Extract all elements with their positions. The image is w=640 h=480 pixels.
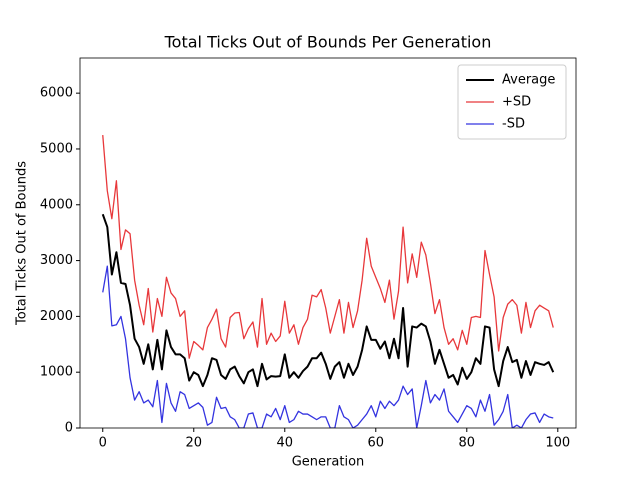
y-tick-label: 3000	[40, 253, 73, 268]
x-tick-label: 60	[368, 436, 385, 451]
y-tick-label: 6000	[40, 86, 73, 101]
x-tick-label: 0	[99, 436, 107, 451]
x-tick-label: 20	[185, 436, 202, 451]
x-axis-label: Generation	[292, 455, 365, 470]
y-tick-label: 2000	[40, 309, 73, 324]
legend-box	[457, 64, 567, 140]
y-tick-label: 4000	[40, 197, 73, 212]
axes-frame	[79, 57, 577, 429]
x-tick-label: 80	[459, 436, 476, 451]
legend-label: Average	[502, 73, 555, 88]
y-tick-label: 5000	[40, 141, 73, 156]
y-axis-label: Total Ticks Out of Bounds	[15, 161, 30, 326]
y-tick-label: 1000	[40, 365, 73, 380]
x-tick-label: 40	[276, 436, 293, 451]
y-tick-label: 0	[65, 421, 73, 436]
legend-label: +SD	[502, 95, 531, 110]
chart-title: Total Ticks Out of Bounds Per Generation	[164, 33, 492, 52]
line-series	[101, 213, 555, 388]
line-series	[102, 265, 554, 428]
x-tick-label: 100	[545, 436, 570, 451]
plot-area	[101, 134, 555, 428]
legend-label: -SD	[502, 117, 525, 132]
line-series	[102, 134, 554, 359]
